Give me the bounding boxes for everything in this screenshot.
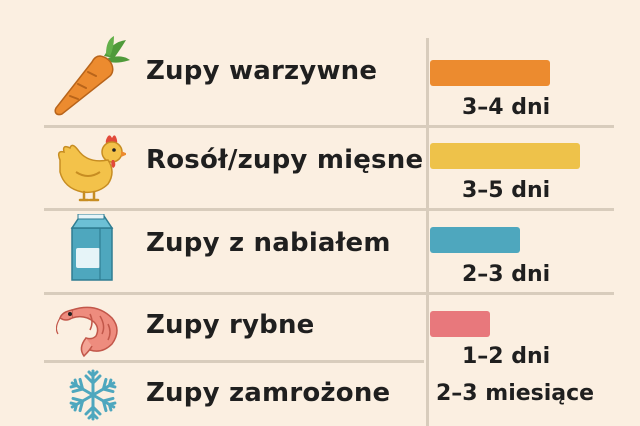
- row-divider: [44, 208, 614, 211]
- column-divider: [426, 38, 429, 426]
- category-label: Zupy rybne: [146, 310, 315, 340]
- duration-label: 2–3 dni: [462, 262, 551, 287]
- bar: [430, 60, 550, 86]
- duration-label: 3–5 dni: [462, 178, 551, 203]
- bar: [430, 143, 580, 169]
- bar: [430, 227, 520, 253]
- snowflake-icon: [66, 368, 120, 426]
- category-label: Zupy zamrożone: [146, 378, 391, 408]
- duration-label: 1–2 dni: [462, 344, 551, 369]
- category-label: Zupy z nabiałem: [146, 228, 391, 258]
- duration-label: 3–4 dni: [462, 95, 551, 120]
- carrot-icon: [52, 36, 132, 120]
- chicken-icon: [54, 130, 128, 206]
- milk-carton-icon: [64, 213, 120, 286]
- category-label: Zupy warzywne: [146, 56, 378, 86]
- row-divider: [44, 292, 614, 295]
- row-divider: [44, 125, 614, 128]
- shrimp-icon: [55, 300, 124, 362]
- category-label: Rosół/zupy mięsne: [146, 145, 424, 175]
- bar: [430, 311, 490, 337]
- row-divider: [44, 360, 424, 363]
- duration-label: 2–3 miesiące: [436, 381, 595, 406]
